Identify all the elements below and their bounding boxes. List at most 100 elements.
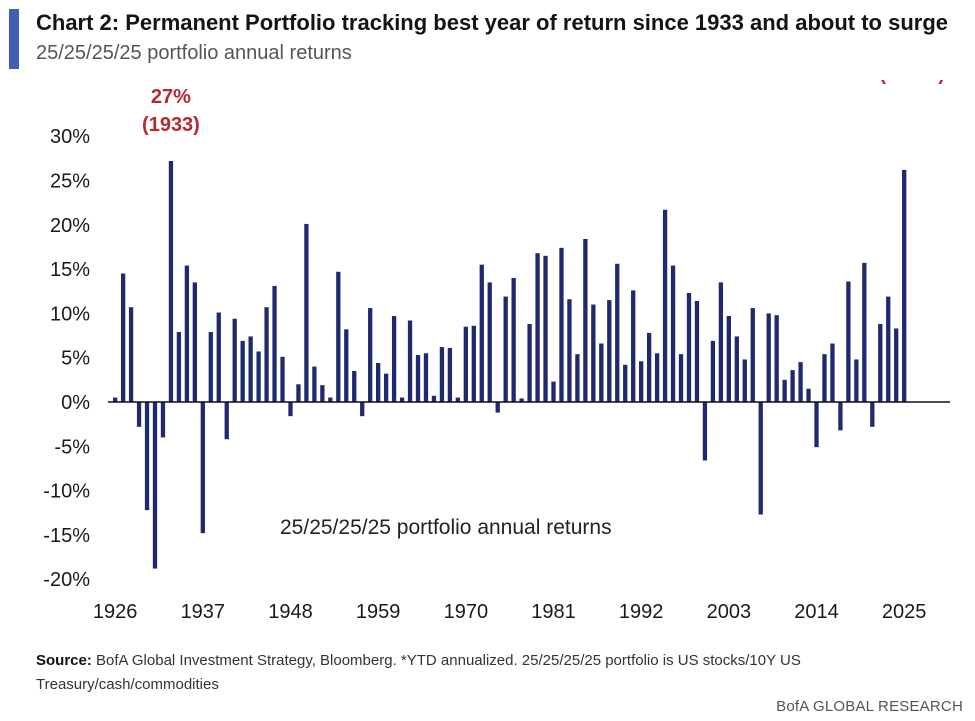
- bar-2010: [782, 379, 787, 402]
- bar-1984: [575, 354, 580, 402]
- bar-2015: [822, 354, 827, 402]
- bar-1956: [352, 370, 357, 402]
- bar-1950: [304, 223, 309, 402]
- x-tick-label: 1937: [181, 601, 226, 623]
- bar-1969: [455, 397, 461, 402]
- bar-2017: [838, 402, 843, 431]
- chart-title: Chart 2: Permanent Portfolio tracking be…: [36, 10, 948, 35]
- bar-1959: [376, 363, 381, 402]
- bar-1995: [662, 209, 668, 402]
- bar-1966: [431, 395, 437, 402]
- bar-1968: [447, 347, 453, 402]
- source-text: BofA Global Investment Strategy, Bloombe…: [36, 652, 801, 693]
- bar-1986: [591, 304, 596, 402]
- bar-1935: [184, 265, 190, 402]
- chart-subtitle: 25/25/25/25 portfolio annual returns: [36, 42, 352, 64]
- y-tick-label: 5%: [61, 348, 90, 370]
- bar-1946: [272, 285, 277, 402]
- x-tick-label: 1926: [93, 601, 138, 623]
- y-tick-label: 25%: [50, 171, 90, 193]
- bar-1957: [360, 402, 365, 417]
- bar-1929: [136, 402, 142, 427]
- bar-1947: [280, 356, 285, 402]
- annotation-year: (2026*): [879, 80, 945, 85]
- bar-1932: [160, 402, 166, 438]
- bar-1945: [264, 307, 269, 402]
- bar-1998: [686, 293, 692, 402]
- bar-2011: [790, 370, 795, 402]
- x-tick-label: 2014: [794, 601, 839, 623]
- bar-2005: [742, 359, 747, 402]
- y-tick-label: -10%: [43, 481, 90, 503]
- bar-1954: [336, 271, 341, 402]
- bar-2024: [894, 328, 899, 402]
- bar-1979: [535, 253, 540, 402]
- bar-1964: [415, 355, 421, 402]
- bar-1965: [423, 353, 429, 402]
- bar-1976: [511, 277, 516, 402]
- bar-1975: [503, 296, 508, 402]
- x-tick-label: 2025: [882, 601, 927, 623]
- bar-1967: [439, 347, 445, 402]
- bar-1951: [312, 366, 317, 402]
- bar-1980: [543, 255, 548, 402]
- bar-1983: [567, 299, 572, 402]
- bar-1990: [623, 364, 628, 402]
- bar-2023: [886, 296, 891, 402]
- bar-2001: [710, 340, 716, 402]
- bar-1960: [383, 373, 389, 402]
- bar-1928: [128, 307, 134, 402]
- bar-2025: [902, 169, 907, 402]
- source-label: Source:: [36, 652, 92, 669]
- x-tick-label: 1992: [619, 601, 664, 623]
- bar-2002: [718, 282, 724, 402]
- brand-footer: BofA GLOBAL RESEARCH: [776, 698, 963, 715]
- bar-1936: [192, 282, 197, 402]
- bar-1992: [639, 361, 644, 402]
- bar-1996: [670, 265, 676, 402]
- bar-1993: [646, 332, 652, 402]
- bar-1949: [296, 384, 301, 402]
- bar-2009: [774, 315, 779, 402]
- bar-1931: [152, 402, 158, 569]
- x-tick-label: 1959: [356, 601, 401, 623]
- bar-2022: [878, 324, 883, 402]
- bar-1953: [328, 397, 333, 402]
- bar-1961: [391, 316, 397, 402]
- bar-1999: [694, 300, 700, 402]
- bar-1934: [176, 332, 182, 402]
- bar-1991: [631, 290, 636, 402]
- bar-1958: [368, 308, 373, 402]
- bar-1974: [495, 402, 500, 413]
- bar-1933: [168, 161, 174, 402]
- bar-2000: [702, 402, 708, 461]
- bar-2008: [766, 313, 771, 402]
- bar-2006: [750, 308, 755, 402]
- bar-2019: [854, 359, 859, 402]
- bar-1963: [407, 320, 413, 402]
- bar-2013: [806, 388, 811, 402]
- bar-1981: [551, 381, 556, 402]
- x-tick-label: 1981: [531, 601, 576, 623]
- bar-2003: [726, 316, 731, 402]
- bar-1937: [200, 402, 205, 534]
- bar-1972: [479, 264, 484, 402]
- bar-2007: [758, 402, 763, 515]
- bar-2020: [862, 262, 867, 402]
- bar-1978: [527, 324, 532, 402]
- x-tick-label: 2003: [707, 601, 752, 623]
- bar-2012: [798, 362, 803, 402]
- bar-1938: [208, 332, 213, 402]
- annotation-value: 27%: [151, 86, 191, 108]
- bar-1977: [519, 398, 524, 402]
- x-tick-label: 1948: [268, 601, 313, 623]
- y-tick-label: 10%: [50, 303, 90, 325]
- bar-2018: [846, 281, 851, 402]
- bar-1940: [224, 402, 229, 440]
- bar-1988: [607, 300, 612, 402]
- bar-1926: [113, 397, 118, 402]
- bar-1930: [144, 402, 150, 511]
- bar-2014: [814, 402, 819, 448]
- bar-1987: [599, 343, 604, 402]
- source-note: Source: BofA Global Investment Strategy,…: [36, 649, 836, 697]
